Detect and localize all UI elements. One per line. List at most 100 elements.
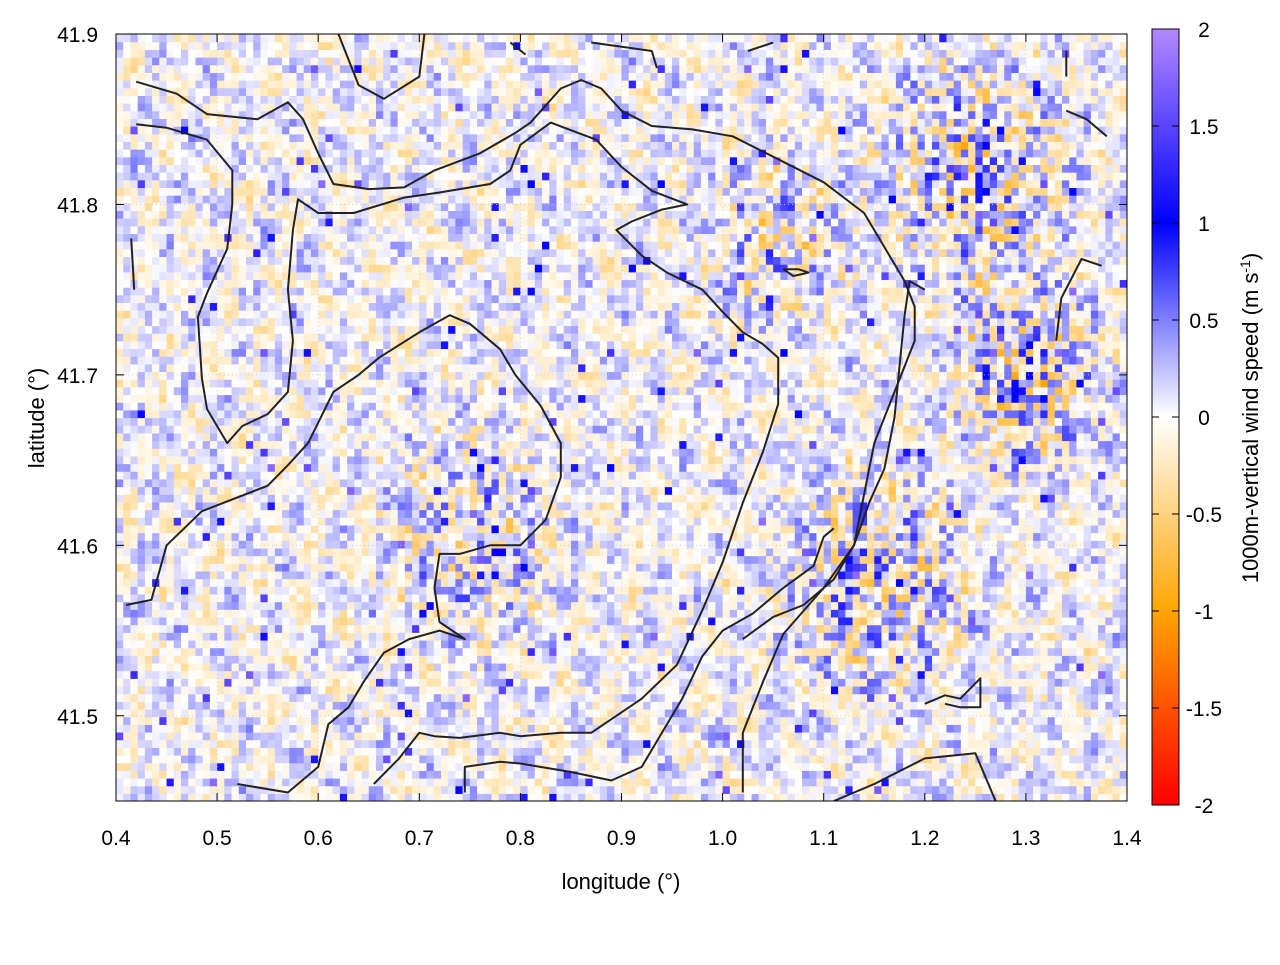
heatmap-cell [1018, 693, 1027, 702]
heatmap-cell [498, 770, 507, 779]
heatmap-cell [657, 685, 666, 695]
heatmap-cell [159, 754, 168, 764]
heatmap-cell [390, 632, 399, 641]
heatmap-cell [592, 785, 601, 794]
heatmap-cell [368, 754, 377, 764]
heatmap-cell [628, 524, 637, 534]
heatmap-cell [412, 678, 420, 687]
heatmap-cell [794, 754, 803, 764]
heatmap-cell [260, 754, 269, 764]
heatmap-cell [289, 770, 298, 779]
heatmap-cell [960, 747, 969, 756]
heatmap-cell [498, 616, 507, 626]
heatmap-cell [794, 570, 803, 580]
heatmap-cell [455, 532, 464, 541]
heatmap-cell [917, 578, 926, 587]
heatmap-cell [484, 524, 493, 534]
heatmap-cell [686, 693, 695, 702]
heatmap-cell [874, 655, 883, 664]
heatmap-cell [1083, 693, 1092, 702]
heatmap-cell [505, 624, 514, 633]
heatmap-cell [130, 632, 139, 641]
heatmap-cell [325, 547, 334, 557]
heatmap-cell [296, 670, 305, 679]
heatmap-cell [960, 586, 969, 595]
heatmap-cell [412, 777, 420, 787]
heatmap-cell [368, 762, 377, 771]
heatmap-cell [1025, 785, 1034, 794]
heatmap-cell [830, 670, 839, 679]
heatmap-cell [180, 693, 189, 702]
heatmap-cell [1069, 632, 1078, 641]
heatmap-cell [585, 547, 594, 557]
heatmap-cell [440, 754, 449, 764]
heatmap-cell [874, 632, 883, 641]
heatmap-cell [679, 547, 688, 557]
heatmap-cell [1090, 731, 1099, 741]
heatmap-cell [1069, 716, 1078, 725]
heatmap-cell [166, 670, 175, 679]
heatmap-cell [823, 754, 832, 764]
heatmap-cell [628, 777, 637, 787]
heatmap-cell [173, 708, 182, 718]
heatmap-cell [722, 647, 731, 656]
heatmap-cell [867, 731, 875, 741]
heatmap-cell [484, 670, 493, 679]
heatmap-cell [462, 609, 471, 618]
heatmap-cell [469, 647, 478, 656]
heatmap-cell [989, 777, 998, 787]
heatmap-cell [361, 639, 370, 649]
heatmap-cell [1047, 754, 1056, 764]
heatmap-cell [224, 693, 233, 702]
heatmap-cell [310, 540, 319, 549]
heatmap-cell [1062, 563, 1070, 572]
heatmap-cell [643, 563, 651, 572]
heatmap-cell [375, 701, 384, 710]
heatmap-cell [477, 570, 485, 580]
heatmap-cell [859, 547, 868, 557]
heatmap-cell [794, 578, 803, 587]
heatmap-cell [570, 616, 579, 626]
heatmap-cell [383, 747, 392, 756]
heatmap-cell [794, 563, 803, 572]
heatmap-cell [823, 708, 832, 718]
heatmap-cell [202, 685, 211, 695]
heatmap-cell [253, 739, 262, 748]
heatmap-cell [700, 655, 709, 664]
heatmap-cell [144, 777, 153, 787]
heatmap-cell [116, 793, 124, 801]
heatmap-cell [917, 777, 926, 787]
heatmap-cell [1062, 662, 1070, 672]
heatmap-cell [729, 647, 738, 656]
heatmap-cell [599, 670, 608, 679]
heatmap-cell [260, 563, 269, 572]
heatmap-cell [462, 532, 471, 541]
heatmap-cell [404, 701, 413, 710]
heatmap-cell [737, 716, 745, 725]
heatmap-cell [1011, 632, 1020, 641]
heatmap-cell [180, 655, 189, 664]
heatmap-cell [903, 731, 911, 741]
heatmap-cell [845, 647, 854, 656]
heatmap-cell [245, 540, 254, 549]
heatmap-cell [1054, 647, 1063, 656]
heatmap-cell [267, 593, 276, 603]
heatmap-cell [123, 693, 132, 702]
heatmap-cell [368, 632, 377, 641]
heatmap-cell [217, 662, 225, 672]
heatmap-cell [838, 532, 846, 541]
heatmap-cell [895, 685, 904, 695]
heatmap-cell [339, 785, 348, 794]
heatmap-cell [570, 785, 579, 794]
heatmap-cell [635, 632, 644, 641]
heatmap-cell [968, 616, 976, 626]
heatmap-cell [469, 601, 478, 610]
heatmap-cell [224, 563, 233, 572]
heatmap-cell [570, 747, 579, 756]
heatmap-cell [657, 632, 666, 641]
heatmap-cell [289, 785, 298, 794]
heatmap-cell [570, 716, 579, 725]
heatmap-cell [455, 739, 464, 748]
heatmap-cell [274, 793, 283, 801]
heatmap-cell [477, 793, 485, 801]
